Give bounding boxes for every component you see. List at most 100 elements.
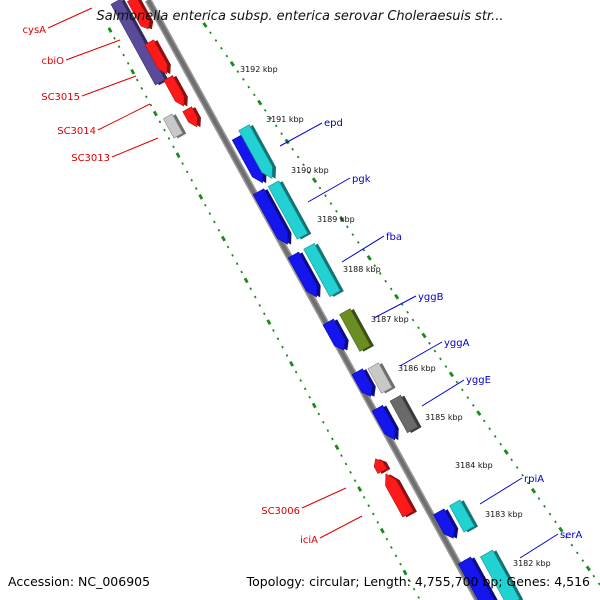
tick-mark [394,293,400,300]
gene-label-yggE: yggE [466,375,491,386]
tick-mark [204,203,207,207]
tick-mark [294,370,298,374]
gene-label-layer: cysA cbiO SC3015 SC3014 SC3013 SC3006 iciA epd p… [23,7,582,559]
tick-mark [356,240,360,244]
tick-mark [493,435,497,438]
tick-mark [349,470,352,474]
tick-mark [181,162,184,165]
tick-mark [175,152,181,159]
tick-mark [276,337,280,341]
tick-mark [241,77,245,81]
tick-mark [326,429,330,432]
cysA-track [110,0,169,86]
tick-mark [530,487,537,494]
label-leader [373,295,417,319]
tick-mark [140,87,144,90]
tick-mark [302,163,305,167]
tick-mark [117,45,121,49]
tick-mark [285,354,289,357]
tick-mark [122,53,125,57]
gene-label-SC3013: SC3013 [71,153,110,164]
tick-mark [226,245,230,249]
tick-mark [149,103,153,107]
feature-layer [110,0,524,600]
tick-mark [152,110,158,117]
tick-mark [421,332,427,339]
iciA-gene-body [373,458,388,474]
tick-mark [417,326,420,330]
gene-label-SC3006: SC3006 [261,506,300,517]
label-leader [319,515,363,539]
tick-mark [322,420,325,424]
tick-mark [272,329,275,332]
tick-mark [362,495,366,499]
label-leader [47,7,93,29]
fba-cds [303,243,344,297]
tick-mark [433,349,437,353]
tick-mark [202,22,208,28]
tick-mark [371,512,375,516]
tick-mark [379,527,385,534]
SC3006-gene-body [385,473,414,518]
tick-mark [274,124,278,128]
SC3014-gene-body [182,106,198,128]
gene-label-yggA: yggA [444,338,470,349]
genome-summary-text: Topology: circular; Length: 4,755,700 bp… [246,574,590,589]
tick-mark [280,132,284,136]
label-leader [341,235,385,263]
tick-mark [257,99,263,106]
kbp-marker: 3185 kbp [425,413,463,422]
tick-mark [543,504,546,508]
tick-mark [135,78,139,82]
tick-mark [318,186,322,190]
tick-mark [331,437,334,441]
tick-mark [412,587,416,591]
tick-mark [373,264,377,268]
tick-mark [311,402,317,409]
tick-mark [344,462,348,466]
cysA-gene [127,0,154,30]
tick-mark [444,365,448,368]
yggB-cds-body [339,308,371,352]
tick-mark [346,225,349,229]
tick-mark [537,497,541,500]
tick-mark [353,479,357,483]
tick-mark [225,54,229,58]
tick-mark [307,171,311,174]
tick-mark [389,287,393,291]
tick-mark [296,155,300,159]
tick-mark [113,36,116,40]
pgk-cds [267,180,312,240]
tick-mark [284,138,290,145]
label-leader [479,477,523,505]
chromosome-backbone [144,0,482,600]
gene-label-serA: serA [560,530,582,541]
tick-mark [317,412,321,416]
serA-cds-body [479,549,521,600]
tick-mark [340,454,343,458]
tick-mark [253,295,257,299]
kbp-marker: 3182 kbp [513,559,551,568]
epd-gene [231,133,267,184]
tick-mark [367,504,371,508]
tick-mark [466,396,470,400]
cysA-track-body [110,0,166,86]
tick-mark [324,194,327,198]
tick-mark [329,202,333,205]
yggE-cds [389,394,422,434]
SC3014-gene [182,106,201,128]
rpiA-gene-body [433,508,455,539]
tick-mark [439,357,442,361]
tick-mark [263,108,267,112]
tick-mark [510,458,513,462]
tick-mark [548,512,552,516]
tick-mark [448,371,455,378]
yggE-gene [371,404,399,441]
gene-label-cbiO: cbiO [42,56,65,67]
gene-label-SC3014: SC3014 [57,126,96,137]
tick-mark [185,170,189,174]
tick-mark [378,272,382,275]
label-leader [307,177,351,203]
SC3013-gene-body [162,113,184,139]
tick-mark [461,388,464,392]
